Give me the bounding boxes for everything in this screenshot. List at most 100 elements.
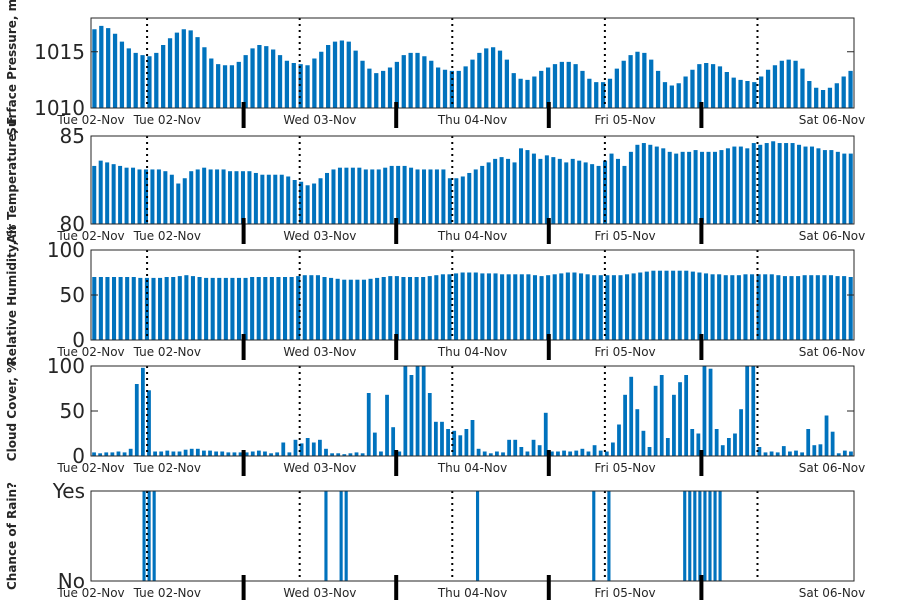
bar xyxy=(151,277,156,340)
chart-panel-1: 1010 1015 Surface Pressure, mb Tue 02-Nov Tu… xyxy=(5,0,865,136)
x-tick-label: Fri 05-Nov xyxy=(595,345,656,359)
bar xyxy=(169,174,174,224)
bar xyxy=(208,169,213,224)
bar xyxy=(467,272,472,340)
bar xyxy=(739,409,743,456)
bar xyxy=(647,447,652,456)
bar xyxy=(342,454,347,456)
bar xyxy=(226,452,231,456)
bar xyxy=(800,68,805,109)
bar xyxy=(234,171,239,224)
bar xyxy=(568,451,573,456)
bar xyxy=(598,450,603,456)
bar xyxy=(305,185,310,224)
bar xyxy=(434,169,439,224)
bar xyxy=(700,151,705,224)
x-tick-label: Tue 02-Nov xyxy=(133,586,201,600)
bar xyxy=(731,77,736,108)
bar xyxy=(266,174,271,224)
bar xyxy=(342,279,347,340)
bar xyxy=(738,79,743,109)
bar xyxy=(236,277,242,340)
bar xyxy=(688,491,692,581)
bar xyxy=(98,160,103,224)
bar xyxy=(641,430,646,456)
bar xyxy=(635,409,640,456)
bar xyxy=(662,82,668,108)
bar xyxy=(493,158,498,224)
bar xyxy=(745,81,750,108)
bar xyxy=(592,445,597,456)
bar xyxy=(570,158,575,224)
bar xyxy=(147,390,151,456)
bar xyxy=(543,412,548,456)
bar xyxy=(131,167,136,224)
bar xyxy=(794,450,798,456)
bar xyxy=(263,451,267,456)
bar xyxy=(381,277,386,340)
bar xyxy=(704,63,709,108)
bar xyxy=(736,275,741,340)
bar xyxy=(372,432,377,456)
bar xyxy=(436,67,441,108)
bar xyxy=(440,274,445,340)
bar xyxy=(719,150,724,224)
bar xyxy=(256,277,261,340)
bar xyxy=(698,491,702,581)
bar xyxy=(154,52,159,108)
y-tick-label: 1015 xyxy=(34,40,85,64)
bar xyxy=(355,279,360,340)
bar xyxy=(366,393,371,456)
x-tick-label: Tue 02-Nov xyxy=(133,461,201,475)
bar xyxy=(311,442,316,456)
bar xyxy=(210,277,215,340)
bar xyxy=(188,30,193,109)
bar xyxy=(592,491,596,581)
bar xyxy=(470,420,475,456)
x-tick-label: Wed 03-Nov xyxy=(283,113,356,127)
bar xyxy=(793,60,798,108)
bar xyxy=(422,56,427,108)
bar xyxy=(490,47,496,108)
bar xyxy=(848,70,853,108)
bar xyxy=(690,271,695,340)
bar xyxy=(549,451,554,456)
bar xyxy=(476,448,481,456)
bar xyxy=(518,78,523,108)
bar xyxy=(590,164,595,224)
bar xyxy=(324,491,328,581)
bar xyxy=(703,273,709,340)
bar xyxy=(625,274,630,340)
bar xyxy=(402,165,407,224)
bar xyxy=(674,153,679,224)
bar xyxy=(421,277,426,340)
bar xyxy=(257,45,262,108)
bar xyxy=(383,167,388,224)
bar xyxy=(105,162,110,224)
bar xyxy=(475,491,480,581)
y-tick-label: 1010 xyxy=(34,96,85,120)
bar xyxy=(124,167,129,224)
bar xyxy=(477,52,482,108)
bar xyxy=(195,37,200,108)
bar xyxy=(714,429,719,456)
bar xyxy=(836,453,841,456)
bar xyxy=(745,366,750,456)
bar xyxy=(92,452,96,456)
bar xyxy=(842,153,847,224)
bar xyxy=(116,451,121,456)
bar xyxy=(717,274,722,340)
bar xyxy=(622,165,627,224)
bar xyxy=(182,178,187,224)
bar xyxy=(539,70,544,108)
bar xyxy=(456,70,461,108)
bar xyxy=(421,366,426,456)
bar xyxy=(841,76,846,108)
bar xyxy=(586,451,591,456)
bar xyxy=(708,368,713,456)
bar xyxy=(470,59,475,108)
bar xyxy=(697,64,702,108)
bar xyxy=(518,148,523,224)
bar xyxy=(98,277,103,340)
bar xyxy=(229,65,235,108)
